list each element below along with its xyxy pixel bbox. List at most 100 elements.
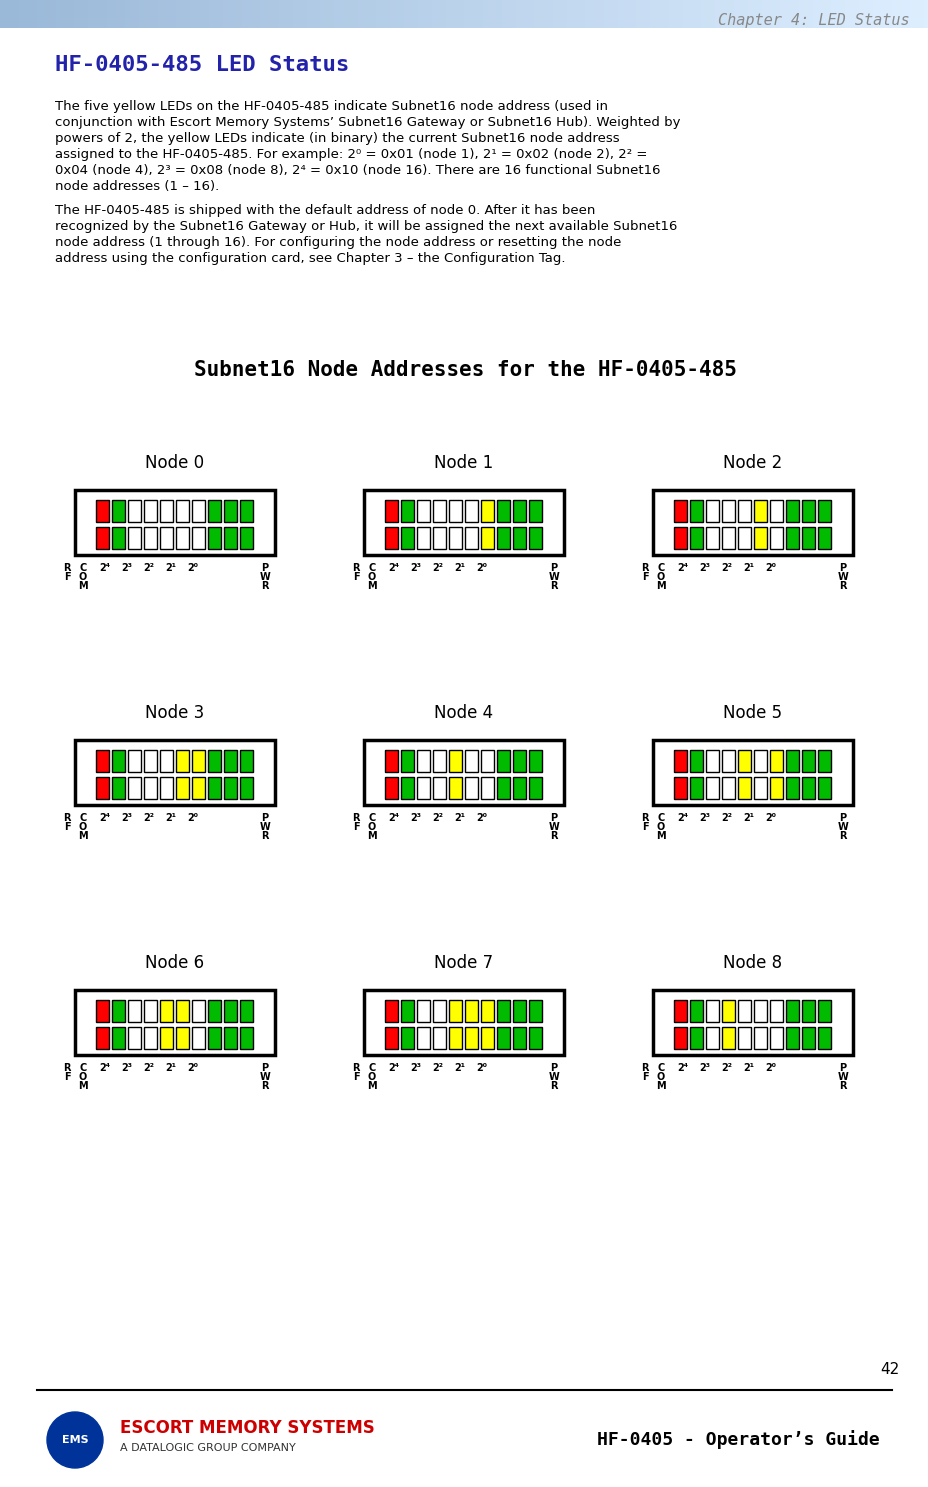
Text: 2³: 2³ [410, 813, 421, 822]
Bar [449, 500, 462, 522]
Bar [401, 1028, 414, 1048]
Text: P: P [839, 1063, 845, 1074]
Text: 2³: 2³ [122, 564, 133, 572]
Text: recognized by the Subnet16 Gateway or Hub, it will be assigned the next availabl: recognized by the Subnet16 Gateway or Hu… [55, 220, 677, 233]
Text: 2²: 2² [721, 1063, 731, 1074]
Bar [705, 999, 718, 1022]
Bar [497, 526, 510, 549]
Bar [481, 1028, 494, 1048]
Text: 2¹: 2¹ [165, 813, 176, 822]
Bar [176, 749, 189, 772]
Text: 2²: 2² [143, 564, 154, 572]
Bar [401, 526, 414, 549]
Text: O: O [656, 1072, 664, 1083]
Bar [433, 526, 446, 549]
Bar [97, 1028, 110, 1048]
Bar [652, 491, 852, 555]
Text: R: R [838, 581, 845, 590]
Text: P: P [550, 564, 557, 572]
Bar [722, 749, 735, 772]
Text: M: M [78, 581, 88, 590]
Bar [513, 999, 526, 1022]
Text: W: W [259, 822, 270, 833]
Text: 2²: 2² [432, 564, 443, 572]
Bar [145, 1028, 158, 1048]
Bar [161, 526, 174, 549]
Bar [754, 778, 767, 799]
Bar [128, 1028, 141, 1048]
Bar [705, 749, 718, 772]
Bar [449, 1028, 462, 1048]
Text: F: F [64, 1072, 71, 1083]
Bar [128, 526, 141, 549]
Bar [161, 778, 174, 799]
Text: O: O [656, 822, 664, 833]
Text: 2⁴: 2⁴ [388, 564, 399, 572]
Bar [722, 500, 735, 522]
Text: The HF-0405-485 is shipped with the default address of node 0. After it has been: The HF-0405-485 is shipped with the defa… [55, 204, 595, 217]
Bar [497, 999, 510, 1022]
Bar [674, 999, 687, 1022]
Bar [802, 999, 815, 1022]
Text: R: R [640, 813, 648, 822]
Bar [112, 749, 125, 772]
Bar [112, 526, 125, 549]
Bar [786, 1028, 799, 1048]
Text: O: O [367, 822, 376, 833]
Bar [738, 749, 751, 772]
Text: 2⁴: 2⁴ [99, 564, 110, 572]
Bar [433, 500, 446, 522]
Bar [240, 1028, 253, 1048]
Bar [818, 999, 831, 1022]
Bar [674, 778, 687, 799]
Bar [176, 500, 189, 522]
Bar [769, 999, 782, 1022]
Bar [192, 500, 205, 522]
Bar [529, 999, 542, 1022]
Text: F: F [641, 822, 648, 833]
Bar [690, 500, 702, 522]
Bar [161, 999, 174, 1022]
Bar [97, 500, 110, 522]
Bar [417, 999, 430, 1022]
Bar [225, 749, 238, 772]
Text: 2⁴: 2⁴ [388, 813, 399, 822]
Bar [97, 526, 110, 549]
Bar [401, 999, 414, 1022]
Bar [192, 749, 205, 772]
Text: R: R [549, 1081, 557, 1091]
Bar [97, 749, 110, 772]
Bar [465, 749, 478, 772]
Bar [690, 1028, 702, 1048]
Bar [690, 526, 702, 549]
Bar [513, 778, 526, 799]
Bar [497, 778, 510, 799]
Text: R: R [640, 1063, 648, 1074]
Bar [192, 1028, 205, 1048]
Bar [513, 1028, 526, 1048]
Text: 2¹: 2¹ [742, 564, 754, 572]
Bar [818, 749, 831, 772]
Text: Node 4: Node 4 [434, 703, 493, 723]
Bar [818, 1028, 831, 1048]
Bar [385, 749, 398, 772]
Text: F: F [353, 572, 359, 581]
Text: R: R [352, 564, 359, 572]
Bar [705, 526, 718, 549]
Text: O: O [656, 572, 664, 581]
Bar [722, 526, 735, 549]
Bar [513, 500, 526, 522]
Text: R: R [63, 1063, 71, 1074]
Text: O: O [367, 572, 376, 581]
Bar [449, 526, 462, 549]
Bar [786, 778, 799, 799]
Bar [465, 526, 478, 549]
Bar [192, 526, 205, 549]
Bar [674, 526, 687, 549]
Bar [497, 1028, 510, 1048]
Text: 2²: 2² [721, 813, 731, 822]
Bar [240, 526, 253, 549]
Text: O: O [79, 1072, 87, 1083]
Bar [128, 749, 141, 772]
Text: 0x04 (node 4), 2³ = 0x08 (node 8), 2⁴ = 0x10 (node 16). There are 16 functional : 0x04 (node 4), 2³ = 0x08 (node 8), 2⁴ = … [55, 164, 660, 177]
